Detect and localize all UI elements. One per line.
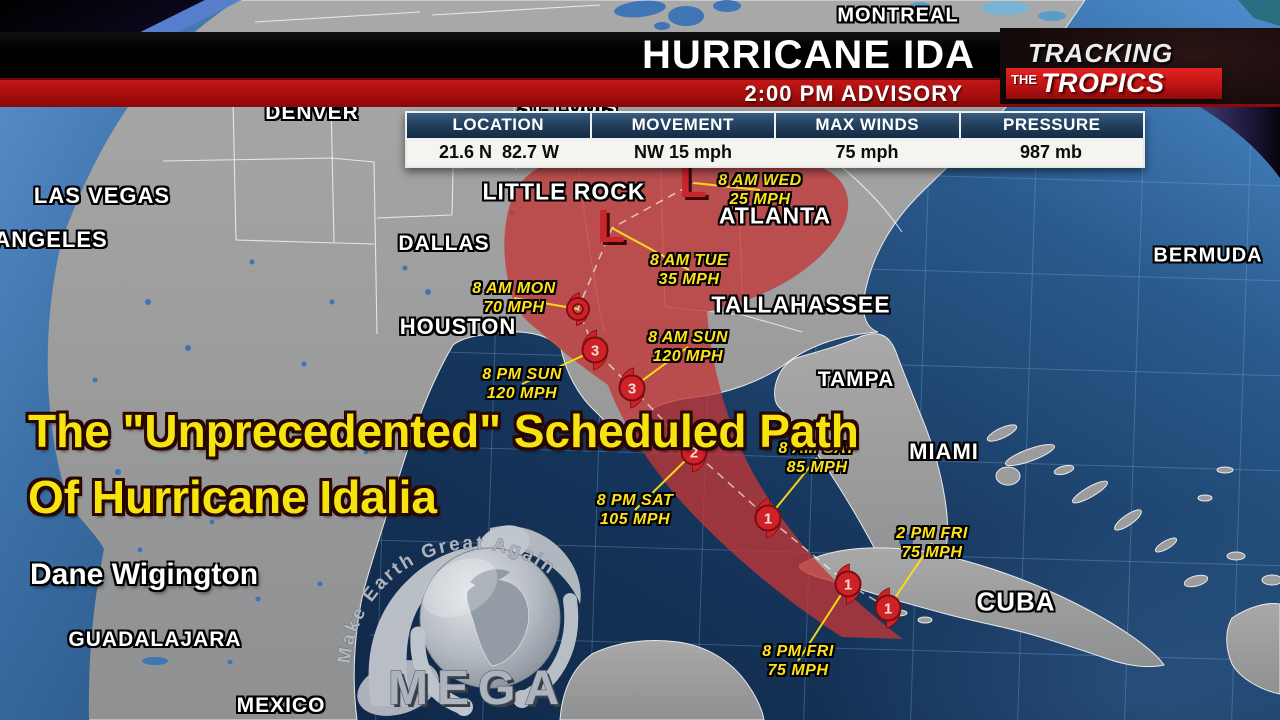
storm-icon-1: 1 — [874, 587, 902, 629]
forecast-label-8-am-wed: 8 AM WED 25 MPH — [718, 172, 802, 208]
lake-chapala — [142, 657, 168, 665]
stats-value: 75 mph — [835, 142, 899, 162]
globe-gloss — [422, 558, 498, 618]
stats-value: 987 mb — [1019, 142, 1083, 162]
tracking-the-tropics-logo: TRACKING THE TROPICS — [1000, 28, 1280, 104]
stats-header: LOCATION — [405, 111, 592, 140]
statue-arms — [410, 593, 579, 716]
stats-header: PRESSURE — [960, 111, 1145, 140]
logo-tracking-text: TRACKING — [1028, 38, 1174, 68]
forecast-label-2-pm-fri: 2 PM FRI 75 MPH — [896, 525, 968, 561]
svg-text:3: 3 — [628, 381, 636, 398]
storm-title: HURRICANE IDA — [642, 33, 975, 77]
svg-text:L: L — [597, 200, 625, 252]
city-label-tampa: TAMPA — [817, 368, 895, 391]
great-lakes — [614, 0, 1066, 30]
storm-icon-ts — [566, 291, 590, 327]
city-label-montreal: MONTREAL — [837, 4, 959, 27]
forecast-label-8-am-tue: 8 AM TUE 35 MPH — [649, 252, 729, 288]
svg-text:1: 1 — [844, 577, 852, 594]
logo-tropics-text: TROPICS — [1041, 68, 1165, 98]
top-right-teal — [1238, 0, 1280, 26]
advisory-stats-table: LOCATION MOVEMENT MAX WINDS PRESSURE 21.6 N… — [405, 111, 1145, 168]
city-label-houston: HOUSTON — [399, 314, 517, 339]
svg-text:1: 1 — [764, 511, 772, 528]
mega-watermark: Make Earth Great Again MEGA MEGA — [332, 492, 617, 720]
stats-value: 21.6 N 82.7 W — [438, 142, 560, 162]
land-cuba — [799, 547, 1165, 668]
forecast-label-8-pm-sun: 8 PM SUN 120 MPH — [482, 366, 562, 402]
stats-value: NW 15 mph — [633, 142, 732, 162]
mega-text-shadow: MEGA — [391, 665, 571, 718]
city-label-las-vegas: LAS VEGAS — [33, 183, 171, 208]
pacific-ocean — [0, 0, 238, 720]
globe-continents — [466, 569, 530, 667]
mega-text: MEGA — [388, 662, 568, 715]
city-label-tallahassee: TALLAHASSEE — [711, 291, 891, 318]
land-yucatan — [559, 640, 765, 720]
city-label-mexico: MEXICO — [236, 694, 326, 717]
space-corner-right — [1188, 100, 1280, 178]
city-label-miami: MIAMI — [909, 439, 979, 464]
storm-icon-l: LL — [597, 200, 628, 255]
logo-red-box: THE TROPICS — [1006, 68, 1222, 99]
city-label-bermuda: BERMUDA — [1153, 244, 1263, 267]
stats-header: MOVEMENT — [591, 111, 776, 140]
city-label-dallas: DALLAS — [398, 232, 490, 255]
author-name: Dane Wigington — [30, 558, 259, 591]
forecast-cone — [504, 147, 903, 639]
forecast-label-8-am-mon: 8 AM MON 70 MPH — [472, 280, 556, 316]
forecast-label-8-am-sun: 8 AM SUN 120 MPH — [648, 329, 728, 365]
storm-icon-3: 3 — [618, 367, 646, 409]
forecast-label-8-pm-sat: 8 PM SAT 105 MPH — [596, 492, 674, 528]
headline-line1: The "Unprecedented" Scheduled Path — [28, 405, 859, 457]
stats-value-row: 21.6 N 82.7 W NW 15 mph 75 mph 987 mb — [405, 140, 1145, 168]
lake-okeechobee — [899, 534, 913, 548]
city-label-atlanta: ATLANTA — [718, 202, 832, 229]
storm-icon-2: 2 — [680, 431, 708, 473]
city-label-cuba: CUBA — [976, 586, 1056, 617]
city-label-angeles: ANGELES — [0, 227, 108, 252]
storm-icon-1: 1 — [834, 563, 862, 605]
svg-text:1: 1 — [884, 601, 892, 618]
stats-header: MAX WINDS — [776, 111, 961, 140]
stats-header-row: LOCATION MOVEMENT MAX WINDS PRESSURE — [405, 111, 1145, 140]
forecast-label-8-am-sat: 8 AM SAT 85 MPH — [778, 440, 856, 476]
bahamas-islands — [986, 424, 1280, 588]
city-label-little-rock: LITTLE ROCK — [482, 178, 646, 205]
svg-text:L: L — [600, 203, 628, 255]
storm-icon-1: 1 — [754, 497, 782, 539]
florida-keys-2 — [917, 616, 933, 624]
headline-title: The "Unprecedented" Scheduled Path Of Hu… — [28, 398, 859, 530]
svg-text:2: 2 — [690, 445, 698, 462]
city-label-guadalajara: GUADALAJARA — [68, 628, 242, 651]
headline-line2: Of Hurricane Idalia — [28, 471, 438, 523]
storm-icon-3: 3 — [581, 329, 609, 371]
land-hispaniola — [1226, 603, 1280, 695]
advisory-time: 2:00 PM ADVISORY — [744, 81, 963, 106]
forecast-label-8-pm-fri: 8 PM FRI 75 MPH — [762, 643, 834, 679]
logo-the-text: THE — [1011, 72, 1037, 87]
svg-text:3: 3 — [591, 343, 599, 360]
